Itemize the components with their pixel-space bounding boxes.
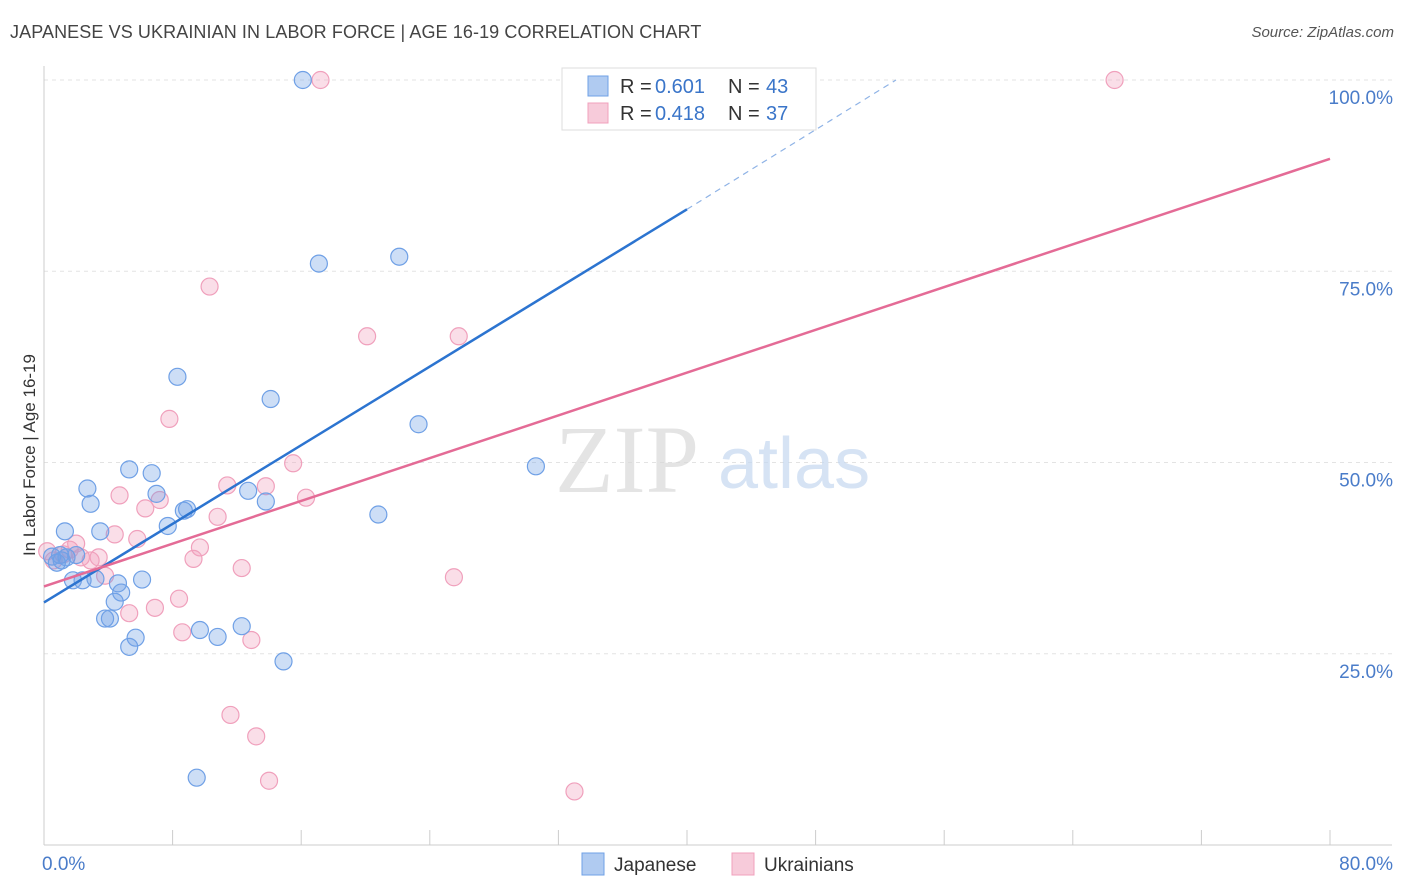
source-label: Source: ZipAtlas.com [1251, 24, 1394, 41]
ukrainians-point[interactable] [311, 70, 330, 90]
bottom-legend-swatch-ukrainians[interactable] [731, 852, 755, 876]
ukrainians-point[interactable] [208, 507, 227, 526]
y-tick-label: 50.0% [1339, 471, 1393, 492]
ukrainians-point[interactable] [169, 589, 189, 608]
japanese-point[interactable] [274, 652, 293, 671]
legend-r-label-ukrainians: R = [620, 103, 652, 125]
legend-n-label-ukrainians: N = [728, 103, 760, 125]
x-tick-label-max: 80.0% [1339, 854, 1393, 875]
bottom-legend-label-ukrainians[interactable]: Ukrainians [764, 855, 854, 876]
ukrainians-point[interactable] [200, 277, 219, 296]
legend-r-value-ukrainians: 0.418 [655, 103, 705, 125]
japanese-point[interactable] [293, 70, 312, 90]
ukrainians-point[interactable] [232, 558, 251, 578]
ukrainians-trend-line [43, 157, 1331, 588]
japanese-point[interactable] [309, 254, 328, 273]
ukrainians-point[interactable] [136, 499, 155, 518]
japanese-point[interactable] [86, 569, 105, 588]
ukrainians-point[interactable] [173, 623, 192, 642]
ukrainians-point[interactable] [1105, 70, 1124, 90]
japanese-point[interactable] [132, 570, 152, 589]
ukrainians-point[interactable] [89, 548, 108, 567]
legend: R = 0.601 N = 43 R = 0.418 N = 37 [561, 67, 817, 131]
ukrainians-point[interactable] [221, 705, 240, 725]
japanese-point[interactable] [100, 609, 120, 628]
bottom-legend: Japanese Ukrainians [581, 852, 854, 876]
japanese-point[interactable] [112, 583, 131, 602]
japanese-point[interactable] [526, 457, 545, 476]
legend-r-value-japanese: 0.601 [655, 76, 705, 98]
japanese-point[interactable] [105, 592, 124, 611]
japanese-point[interactable] [409, 415, 428, 434]
legend-n-label-japanese: N = [728, 76, 760, 98]
legend-n-value-japanese: 43 [766, 76, 788, 98]
y-tick-label: 25.0% [1339, 662, 1393, 683]
japanese-point[interactable] [50, 545, 70, 565]
x-axis-ticks [43, 830, 1331, 845]
bottom-legend-swatch-japanese[interactable] [581, 852, 605, 876]
japanese-point[interactable] [208, 627, 227, 647]
japanese-point[interactable] [67, 545, 86, 565]
japanese-point[interactable] [120, 460, 139, 479]
ukrainians-point[interactable] [247, 727, 266, 746]
japanese-point[interactable] [91, 522, 110, 541]
bottom-legend-label-japanese[interactable]: Japanese [614, 855, 696, 876]
japanese-point[interactable] [78, 479, 97, 498]
ukrainians-point[interactable] [259, 771, 279, 790]
japanese-point[interactable] [142, 464, 161, 483]
x-tick-label-min: 0.0% [42, 854, 85, 875]
japanese-trend-line-extension [686, 79, 897, 210]
japanese-point[interactable] [126, 628, 145, 647]
ukrainians-point[interactable] [184, 549, 203, 568]
japanese-point[interactable] [187, 768, 206, 787]
ukrainians-point[interactable] [449, 327, 468, 346]
japanese-point[interactable] [369, 505, 388, 524]
chart-title: JAPANESE VS UKRAINIAN IN LABOR FORCE | A… [10, 22, 702, 42]
ukrainians-point[interactable] [120, 604, 139, 623]
ukrainians-point[interactable] [105, 525, 124, 544]
ukrainians-point[interactable] [565, 782, 584, 801]
japanese-point[interactable] [147, 484, 166, 503]
ukrainians-point[interactable] [110, 486, 129, 505]
japanese-point[interactable] [168, 367, 187, 386]
legend-r-label-japanese: R = [620, 76, 652, 98]
japanese-point[interactable] [239, 481, 258, 500]
ukrainians-point[interactable] [190, 538, 210, 557]
japanese-point[interactable] [261, 389, 280, 409]
y-tick-label: 75.0% [1339, 279, 1393, 300]
japanese-point[interactable] [95, 609, 115, 628]
japanese-point[interactable] [81, 494, 100, 513]
watermark-atlas: atlas [718, 424, 870, 504]
ukrainians-point[interactable] [284, 454, 303, 473]
ukrainians-point[interactable] [444, 568, 464, 587]
y-axis-label: In Labor Force | Age 16-19 [20, 354, 39, 556]
legend-swatch-japanese [587, 75, 609, 97]
y-tick-label: 100.0% [1329, 88, 1394, 109]
y-tick-labels: 25.0% 50.0% 75.0% 100.0% [1329, 88, 1394, 683]
ukrainians-point[interactable] [145, 598, 165, 617]
japanese-point[interactable] [190, 620, 210, 640]
watermark-zip: ZIP [555, 406, 699, 513]
legend-n-value-ukrainians: 37 [766, 103, 788, 125]
japanese-point[interactable] [390, 247, 409, 266]
legend-swatch-ukrainians [587, 102, 609, 124]
ukrainians-point[interactable] [358, 327, 377, 346]
ukrainians-point[interactable] [160, 409, 179, 428]
trend-lines [43, 79, 1331, 604]
japanese-point[interactable] [55, 522, 74, 541]
japanese-point[interactable] [232, 617, 251, 636]
japanese-point[interactable] [120, 637, 139, 656]
japanese-point[interactable] [256, 492, 275, 511]
japanese-trend-line [43, 208, 688, 604]
ukrainians-point[interactable] [256, 477, 275, 496]
ukrainians-point[interactable] [242, 630, 261, 650]
